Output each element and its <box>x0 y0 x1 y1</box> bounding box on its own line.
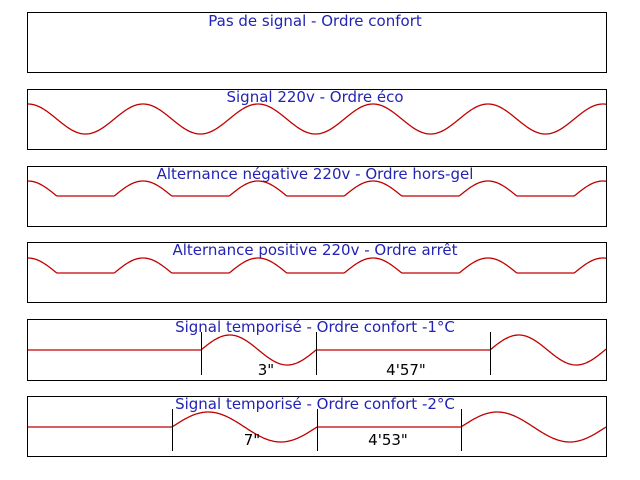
panel-frame <box>27 166 607 227</box>
panel-title: Pas de signal - Ordre confort <box>208 12 422 30</box>
panel-frame <box>27 396 607 457</box>
panel-frame <box>27 89 607 150</box>
panel-title: Alternance négative 220v - Ordre hors-ge… <box>157 165 474 183</box>
panel-frame <box>27 12 607 73</box>
panel-frame <box>27 319 607 381</box>
duration-label: 4'57" <box>386 361 426 379</box>
panel-timed-minus-2: Signal temporisé - Ordre confort -2°C 7"… <box>27 395 607 457</box>
panel-positive-halfwave: Alternance positive 220v - Ordre arrêt <box>27 241 607 303</box>
signal-waveform <box>27 180 607 197</box>
duration-label: 3" <box>258 361 274 379</box>
panel-title: Signal 220v - Ordre éco <box>226 88 403 106</box>
panel-frame <box>27 242 607 303</box>
panel-timed-minus-1: Signal temporisé - Ordre confort -1°C 3"… <box>27 318 607 381</box>
panel-title: Signal temporisé - Ordre confort -1°C <box>175 318 455 336</box>
signal-waveform <box>27 257 607 274</box>
duration-label: 4'53" <box>368 431 408 449</box>
panel-no-signal: Pas de signal - Ordre confort <box>27 12 607 73</box>
panel-title: Signal temporisé - Ordre confort -2°C <box>175 395 455 413</box>
panel-title: Alternance positive 220v - Ordre arrêt <box>172 241 457 259</box>
signal-waveform <box>27 103 607 135</box>
duration-label: 7" <box>244 431 260 449</box>
panel-full-signal: Signal 220v - Ordre éco <box>27 88 607 150</box>
panel-negative-halfwave: Alternance négative 220v - Ordre hors-ge… <box>27 165 607 227</box>
